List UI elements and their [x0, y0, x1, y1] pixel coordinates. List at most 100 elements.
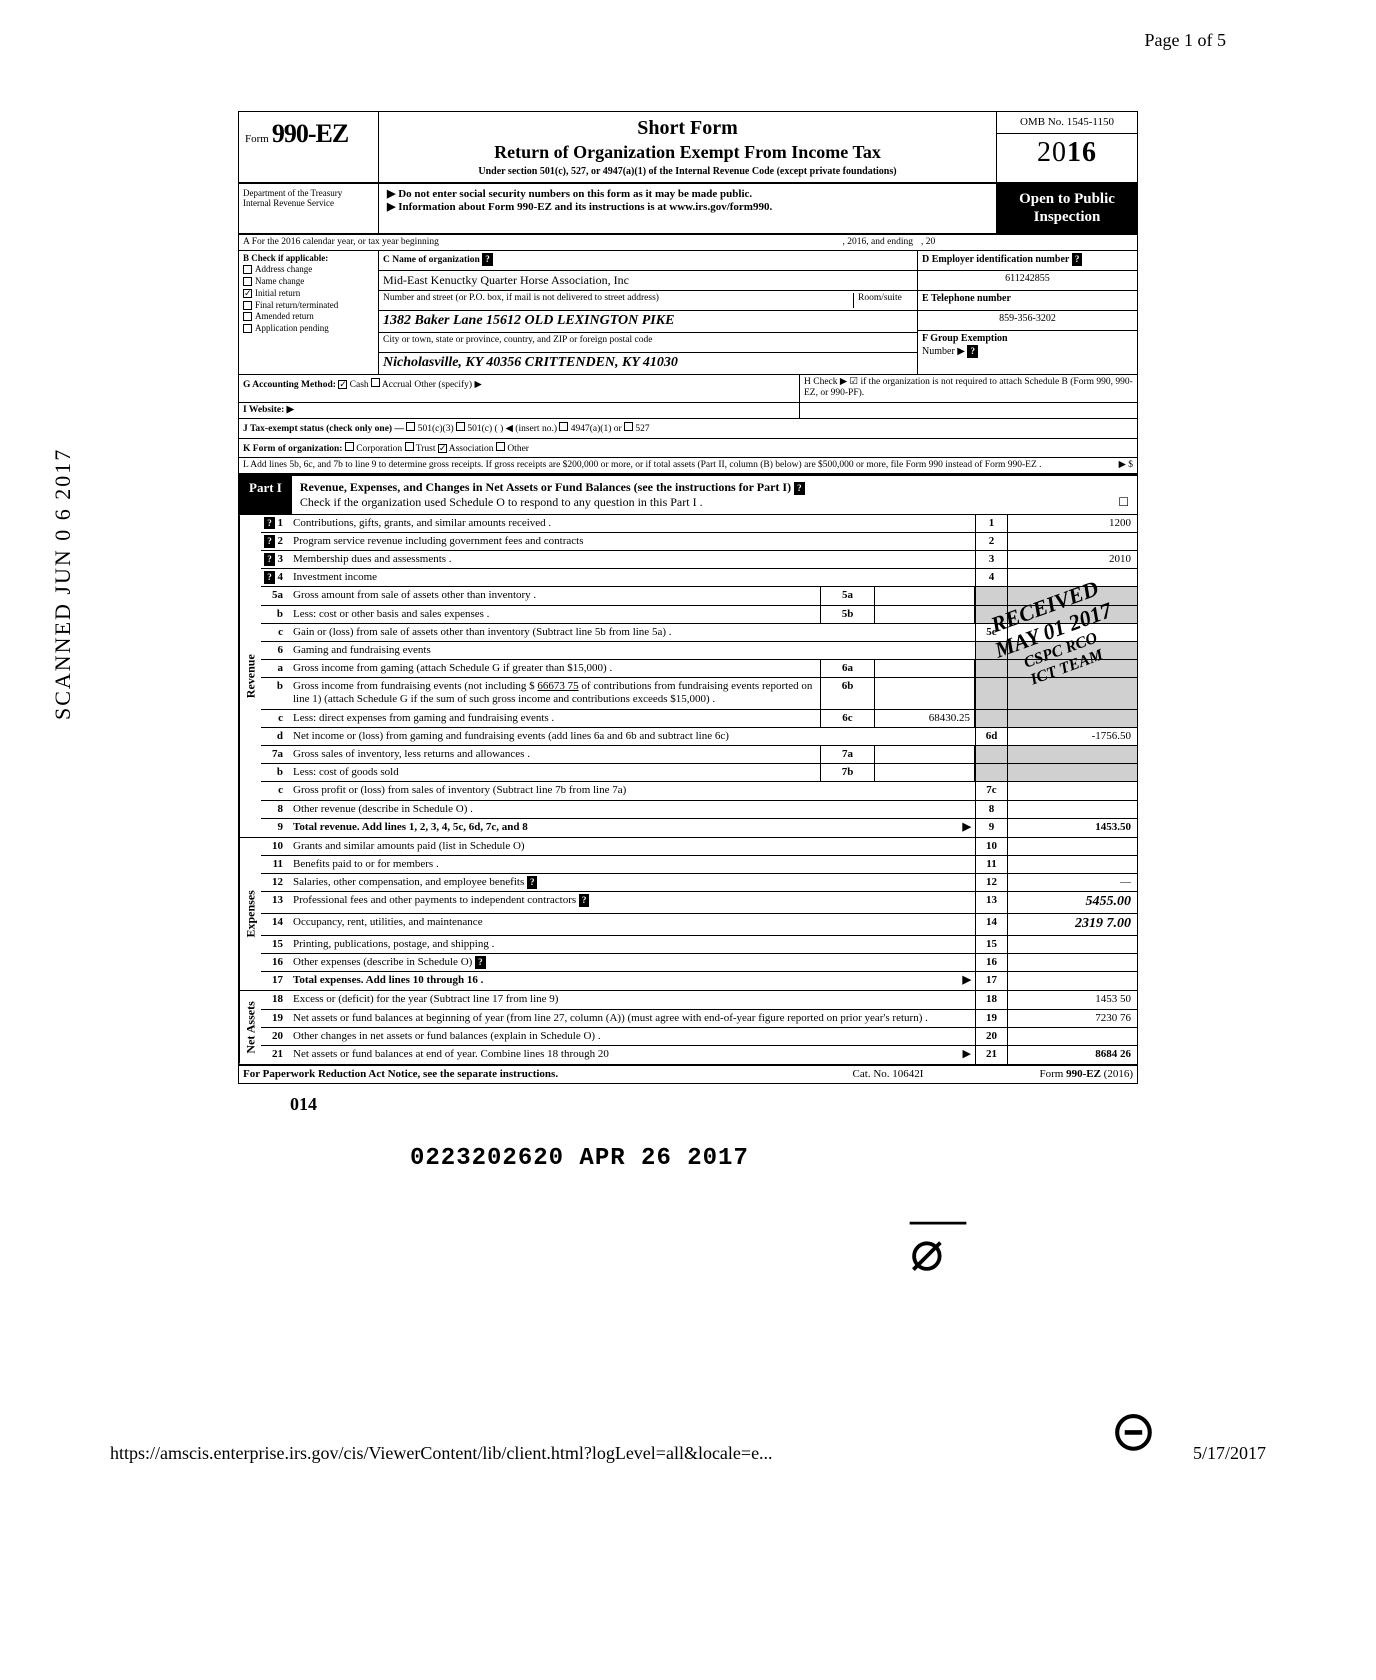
line-1-value: 1200	[1007, 515, 1137, 532]
phone-value: 859-356-3202	[918, 311, 1137, 331]
part1-check-line: Check if the organization used Schedule …	[300, 495, 703, 509]
initial-mark-1: —⌀	[910, 1202, 1266, 1269]
line-7c: Gross profit or (loss) from sales of inv…	[289, 782, 975, 799]
line-6: Gaming and fundraising events	[289, 642, 975, 659]
org-name: Mid-East Kenuctky Quarter Horse Associat…	[379, 271, 917, 291]
line-9: Total revenue. Add lines 1, 2, 3, 4, 5c,…	[289, 819, 975, 837]
line-5c: Gain or (loss) from sale of assets other…	[289, 624, 975, 641]
line-16: Other expenses (describe in Schedule O) …	[289, 954, 975, 971]
under-section: Under section 501(c), 527, or 4947(a)(1)…	[387, 166, 988, 178]
check-name-change[interactable]: Name change	[243, 276, 374, 287]
j-label: J Tax-exempt status (check only one) —	[243, 424, 404, 434]
check-amended[interactable]: Amended return	[243, 311, 374, 322]
f-label: F Group Exemption	[922, 333, 1008, 344]
ein-value: 611242855	[918, 271, 1137, 291]
check-4947[interactable]	[559, 422, 568, 431]
return-title: Return of Organization Exempt From Incom…	[387, 142, 988, 164]
f-label2: Number ▶	[922, 346, 965, 357]
line-3: Membership dues and assessments .	[289, 551, 975, 568]
i-website: I Website: ▶	[239, 403, 799, 418]
line-6c-value: 68430.25	[875, 710, 975, 727]
line-20: Other changes in net assets or fund bala…	[289, 1028, 975, 1045]
net-assets-label: Net Assets	[239, 991, 261, 1064]
line-13-value: 5455.00	[1007, 892, 1137, 913]
part1-label: Part I	[239, 476, 292, 513]
address-value: 1382 Baker Lane 15612 OLD LEXINGTON PIKE	[379, 311, 917, 333]
form-number: 990-EZ	[272, 119, 348, 148]
line-7b: Less: cost of goods sold	[289, 764, 820, 781]
city-value: Nicholasville, KY 40356 CRITTENDEN, KY 4…	[379, 353, 917, 374]
page-number: Page 1 of 5	[110, 30, 1266, 51]
check-accrual[interactable]	[371, 378, 380, 387]
line-9-value: 1453.50	[1007, 819, 1137, 837]
check-527[interactable]	[624, 422, 633, 431]
line-6c: Less: direct expenses from gaming and fu…	[289, 710, 820, 727]
check-application-pending[interactable]: Application pending	[243, 323, 374, 334]
line-19-value: 7230 76	[1007, 1010, 1137, 1027]
check-association[interactable]	[438, 444, 447, 453]
line-8: Other revenue (describe in Schedule O) .	[289, 801, 975, 818]
check-address-change[interactable]: Address change	[243, 264, 374, 275]
d-label: D Employer identification number	[922, 254, 1069, 265]
line-6d: Net income or (loss) from gaming and fun…	[289, 728, 975, 745]
line-5a: Gross amount from sale of assets other t…	[289, 587, 820, 604]
check-trust[interactable]	[405, 442, 414, 451]
l-text: L Add lines 5b, 6c, and 7b to line 9 to …	[243, 460, 1042, 470]
ssn-warning: ▶ Do not enter social security numbers o…	[387, 188, 988, 201]
line-19: Net assets or fund balances at beginning…	[289, 1010, 975, 1027]
line-a-end: , 20	[917, 235, 1137, 250]
form-prefix: Form	[245, 133, 269, 145]
info-url: ▶ Information about Form 990-EZ and its …	[387, 201, 988, 214]
line-14-value: 2319 7.00	[1007, 914, 1137, 935]
check-cash[interactable]	[338, 380, 347, 389]
part1-title: Revenue, Expenses, and Changes in Net As…	[300, 480, 791, 494]
line-6d-value: -1756.50	[1007, 728, 1137, 745]
scanned-stamp: SCANNED JUN 0 6 2017	[50, 448, 76, 720]
line-6b: Gross income from fundraising events (no…	[289, 678, 820, 708]
print-date: 5/17/2017	[1193, 1443, 1266, 1464]
check-initial-return[interactable]: Initial return	[243, 288, 374, 299]
line-4: Investment income	[289, 569, 975, 586]
form-990ez: Form 990-EZ Short Form Return of Organiz…	[238, 111, 1138, 1084]
check-other[interactable]	[496, 442, 505, 451]
line-17: Total expenses. Add lines 10 through 16 …	[289, 972, 975, 990]
revenue-label: Revenue	[239, 515, 261, 837]
b-label: B Check if applicable:	[243, 253, 374, 264]
line-6a: Gross income from gaming (attach Schedul…	[289, 660, 820, 677]
handwritten-note: 014	[290, 1094, 1266, 1115]
short-form-label: Short Form	[387, 116, 988, 140]
h-check: H Check ▶ ☑ if the organization is not r…	[799, 375, 1137, 402]
irs-label: Internal Revenue Service	[243, 198, 374, 209]
city-label: City or town, state or province, country…	[379, 333, 917, 353]
dept-label: Department of the Treasury	[243, 188, 374, 199]
check-501c[interactable]	[456, 422, 465, 431]
expenses-label: Expenses	[239, 838, 261, 991]
check-501c3[interactable]	[406, 422, 415, 431]
source-url: https://amscis.enterprise.irs.gov/cis/Vi…	[110, 1443, 773, 1464]
omb-number: OMB No. 1545-1150	[997, 112, 1137, 134]
line-3-value: 2010	[1007, 551, 1137, 568]
line-18: Excess or (deficit) for the year (Subtra…	[289, 991, 975, 1008]
e-label: E Telephone number	[918, 291, 1137, 311]
line-2: Program service revenue including govern…	[289, 533, 975, 550]
check-corporation[interactable]	[345, 442, 354, 451]
line-a-mid: , 2016, and ending	[839, 235, 917, 250]
line-21-value: 8684 26	[1007, 1046, 1137, 1064]
line-10: Grants and similar amounts paid (list in…	[289, 838, 975, 855]
g-label: G Accounting Method:	[243, 380, 336, 390]
addr-label: Number and street (or P.O. box, if mail …	[383, 293, 853, 308]
room-label: Room/suite	[853, 293, 913, 308]
line-a-begin: A For the 2016 calendar year, or tax yea…	[239, 235, 839, 250]
tax-year: 2016	[997, 134, 1137, 172]
k-label: K Form of organization:	[243, 444, 342, 454]
check-final-return[interactable]: Final return/terminated	[243, 300, 374, 311]
line-7a: Gross sales of inventory, less returns a…	[289, 746, 820, 763]
line-21: Net assets or fund balances at end of ye…	[289, 1046, 975, 1064]
line-1: Contributions, gifts, grants, and simila…	[289, 515, 975, 532]
c-label: C Name of organization	[383, 255, 480, 265]
line-15: Printing, publications, postage, and shi…	[289, 936, 975, 953]
line-14: Occupancy, rent, utilities, and maintena…	[289, 914, 975, 935]
line-11: Benefits paid to or for members .	[289, 856, 975, 873]
cat-no: Cat. No. 10642I	[813, 1068, 963, 1081]
paperwork-notice: For Paperwork Reduction Act Notice, see …	[243, 1068, 813, 1081]
